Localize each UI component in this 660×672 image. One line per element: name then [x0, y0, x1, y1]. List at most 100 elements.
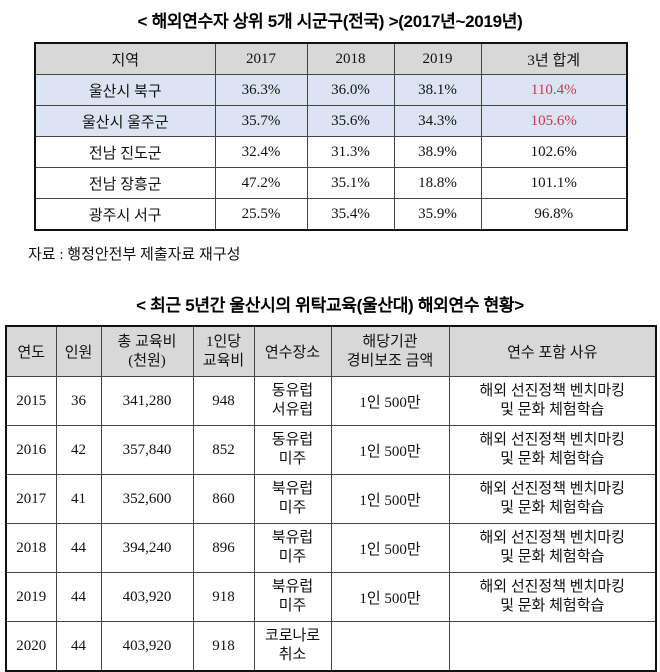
year-cell: 2019: [5, 572, 57, 622]
value-2017-cell: 36.3%: [214, 74, 308, 106]
training-row-2017: 2017 41 352,600 860 북유럽 미주 1인 500만 해외 선진…: [5, 474, 657, 524]
training-row-2016: 2016 42 357,840 852 동유럽 미주 1인 500만 해외 선진…: [5, 425, 657, 475]
table1-title: < 해외연수자 상위 5개 시군구(전국) >(2017년~2019년): [137, 12, 523, 31]
header-line: 해당기관: [362, 333, 418, 350]
subsidy-cell: [330, 621, 450, 672]
place-line: 미주: [278, 598, 307, 614]
region-cell: 울산시 북구: [34, 74, 216, 106]
place-cell: 북유럽 미주: [253, 572, 332, 622]
place-line: 코로나로: [264, 628, 321, 644]
table-row-jeonnam-jindogun: 전남 진도군 32.4% 31.3% 38.9% 102.6%: [34, 136, 628, 168]
regions-ranking-table: 지역 2017 2018 2019 3년 합계 울산시 북구 36.3% 36.…: [34, 42, 628, 231]
header-line: 교육비: [202, 352, 245, 369]
reason-cell: [448, 621, 657, 672]
place-line: 미주: [278, 451, 307, 467]
reason-line: 해외 선진정책 벤치마킹: [479, 579, 625, 595]
reason-cell: 해외 선진정책 벤치마킹 및 문화 체험학습: [448, 474, 657, 524]
value-2017-cell: 47.2%: [214, 167, 308, 199]
table-row-jeonnam-jangheunggun: 전남 장흥군 47.2% 35.1% 18.8% 101.1%: [34, 167, 628, 199]
value-2018-cell: 31.3%: [306, 136, 395, 168]
reason-line: 해외 선진정책 벤치마킹: [479, 481, 625, 497]
total-cost-cell: 403,920: [100, 621, 194, 672]
header-line: 1인당: [205, 333, 242, 350]
value-2019-cell: 35.9%: [393, 198, 482, 231]
source-note: 자료 : 행정안전부 제출자료 재구성: [28, 247, 241, 263]
reason-line: 및 문화 체험학습: [500, 598, 605, 614]
reason-line: 및 문화 체험학습: [500, 402, 605, 418]
place-line: 미주: [278, 500, 307, 516]
table2-title: < 최근 5년간 울산시의 위탁교육(울산대) 해외연수 현황>: [136, 296, 524, 315]
people-cell: 44: [55, 621, 102, 672]
people-cell: 44: [55, 523, 102, 573]
col-header-2019: 2019: [393, 42, 482, 75]
year-cell: 2020: [5, 621, 57, 672]
place-line: 서유럽: [271, 402, 314, 418]
reason-cell: 해외 선진정책 벤치마킹 및 문화 체험학습: [448, 376, 657, 426]
place-line: 북유럽: [271, 530, 314, 546]
training-row-2018: 2018 44 394,240 896 북유럽 미주 1인 500만 해외 선진…: [5, 523, 657, 573]
col-header-total-cost: 총 교육비 (천원): [100, 325, 194, 377]
col-header-per-person-cost: 1인당 교육비: [192, 325, 255, 377]
total-cell: 96.8%: [480, 198, 628, 231]
col-header-2017: 2017: [214, 42, 308, 75]
place-cell: 동유럽 서유럽: [253, 376, 332, 426]
reason-line: 해외 선진정책 벤치마킹: [479, 530, 625, 546]
value-2019-cell: 38.1%: [393, 74, 482, 106]
per-person-cell: 948: [192, 376, 255, 426]
total-cost-cell: 394,240: [100, 523, 194, 573]
total-cell: 101.1%: [480, 167, 628, 199]
table-row-ulsan-uljugun: 울산시 울주군 35.7% 35.6% 34.3% 105.6%: [34, 105, 628, 137]
place-cell: 북유럽 미주: [253, 523, 332, 573]
subsidy-cell: 1인 500만: [330, 572, 450, 622]
place-line: 동유럽: [271, 432, 314, 448]
place-line: 취소: [278, 647, 307, 663]
table-row-ulsan-bukgu: 울산시 북구 36.3% 36.0% 38.1% 110.4%: [34, 74, 628, 106]
region-cell: 울산시 울주군: [34, 105, 216, 137]
training-row-2019: 2019 44 403,920 918 북유럽 미주 1인 500만 해외 선진…: [5, 572, 657, 622]
subsidy-cell: 1인 500만: [330, 474, 450, 524]
value-2019-cell: 18.8%: [393, 167, 482, 199]
reason-line: 해외 선진정책 벤치마킹: [479, 432, 625, 448]
header-line: 경비보조 금액: [346, 352, 434, 369]
total-cost-cell: 352,600: [100, 474, 194, 524]
per-person-cell: 860: [192, 474, 255, 524]
ulsan-training-table: 연도 인원 총 교육비 (천원) 1인당 교육비 연수장소 해당기관 경비보조 …: [5, 325, 657, 672]
year-cell: 2015: [5, 376, 57, 426]
value-2018-cell: 36.0%: [306, 74, 395, 106]
reason-line: 및 문화 체험학습: [500, 500, 605, 516]
col-header-2018: 2018: [306, 42, 395, 75]
region-cell: 전남 진도군: [34, 136, 216, 168]
subsidy-cell: 1인 500만: [330, 523, 450, 573]
table-row-gwangju-seogu: 광주시 서구 25.5% 35.4% 35.9% 96.8%: [34, 198, 628, 231]
col-header-people: 인원: [55, 325, 102, 377]
training-row-2020: 2020 44 403,920 918 코로나로 취소: [5, 621, 657, 672]
training-table-header-row: 연도 인원 총 교육비 (천원) 1인당 교육비 연수장소 해당기관 경비보조 …: [5, 325, 657, 377]
value-2019-cell: 34.3%: [393, 105, 482, 137]
total-cell: 102.6%: [480, 136, 628, 168]
people-cell: 42: [55, 425, 102, 475]
col-header-place: 연수장소: [253, 325, 332, 377]
col-header-region: 지역: [34, 42, 216, 75]
subsidy-cell: 1인 500만: [330, 425, 450, 475]
value-2018-cell: 35.4%: [306, 198, 395, 231]
value-2018-cell: 35.6%: [306, 105, 395, 137]
total-cost-cell: 341,280: [100, 376, 194, 426]
value-2018-cell: 35.1%: [306, 167, 395, 199]
per-person-cell: 918: [192, 621, 255, 672]
value-2017-cell: 25.5%: [214, 198, 308, 231]
people-cell: 36: [55, 376, 102, 426]
total-cost-cell: 403,920: [100, 572, 194, 622]
reason-line: 및 문화 체험학습: [500, 451, 605, 467]
reason-line: 해외 선진정책 벤치마킹: [479, 383, 625, 399]
per-person-cell: 852: [192, 425, 255, 475]
value-2017-cell: 35.7%: [214, 105, 308, 137]
year-cell: 2017: [5, 474, 57, 524]
reason-line: 및 문화 체험학습: [500, 549, 605, 565]
header-line: (천원): [128, 352, 166, 369]
place-line: 미주: [278, 549, 307, 565]
place-line: 북유럽: [271, 579, 314, 595]
col-header-subsidy: 해당기관 경비보조 금액: [330, 325, 450, 377]
total-cost-cell: 357,840: [100, 425, 194, 475]
per-person-cell: 896: [192, 523, 255, 573]
